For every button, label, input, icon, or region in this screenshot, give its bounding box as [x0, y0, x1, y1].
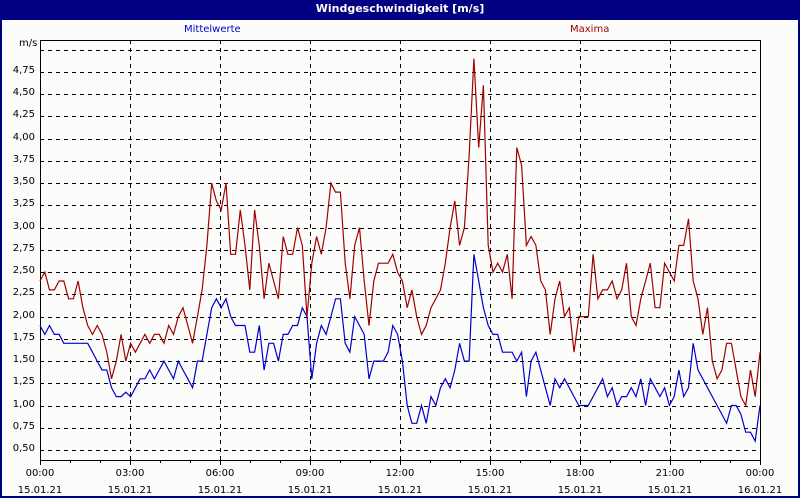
x-tick-label: 06:00 15.01.21 [197, 468, 243, 496]
y-tick-label: 3,25 [12, 198, 35, 210]
y-tick-label: 1,00 [12, 398, 35, 410]
x-tick-label: 03:00 15.01.21 [107, 468, 153, 496]
y-tick-label: 1,25 [12, 376, 35, 388]
legend-mean: Mittelwerte [184, 24, 241, 35]
y-tick-label: 0,75 [12, 420, 35, 432]
series-maxima-line [39, 58, 761, 408]
y-tick-label: 3,00 [12, 220, 35, 232]
x-tick-label: 00:00 16.01.21 [737, 468, 783, 496]
y-tick-label: 3,75 [12, 153, 35, 165]
x-tick-label: 15:00 15.01.21 [467, 468, 513, 496]
y-tick-label: 3,50 [12, 176, 35, 188]
y-tick-label: 1,50 [12, 354, 35, 366]
y-tick-label: 4,75 [12, 65, 35, 76]
window-title: Windgeschwindigkeit [m/s] [0, 0, 800, 20]
y-tick-label: 4,50 [12, 87, 35, 99]
x-tick-label: 12:00 15.01.21 [377, 468, 423, 496]
x-tick-label: 21:00 15.01.21 [647, 468, 693, 496]
series-mittelwerte-line [39, 254, 761, 444]
y-tick-label: 1,75 [12, 331, 35, 343]
x-tick-label: 09:00 15.01.21 [287, 468, 333, 496]
y-tick-label: 2,75 [12, 242, 35, 254]
x-tick-label: 00:00 15.01.21 [17, 468, 63, 496]
y-tick-label: 4,00 [12, 131, 35, 143]
x-tick-label: 18:00 15.01.21 [557, 468, 603, 496]
y-tick-label: 2,00 [12, 309, 35, 321]
y-tick-label: 0,50 [12, 443, 35, 454]
legend-max: Maxima [570, 24, 610, 35]
y-tick-label: 4,25 [12, 109, 35, 121]
y-tick-label: 2,50 [12, 265, 35, 277]
y-tick-label: 2,25 [12, 287, 35, 299]
y-axis-unit: m/s [19, 38, 38, 49]
